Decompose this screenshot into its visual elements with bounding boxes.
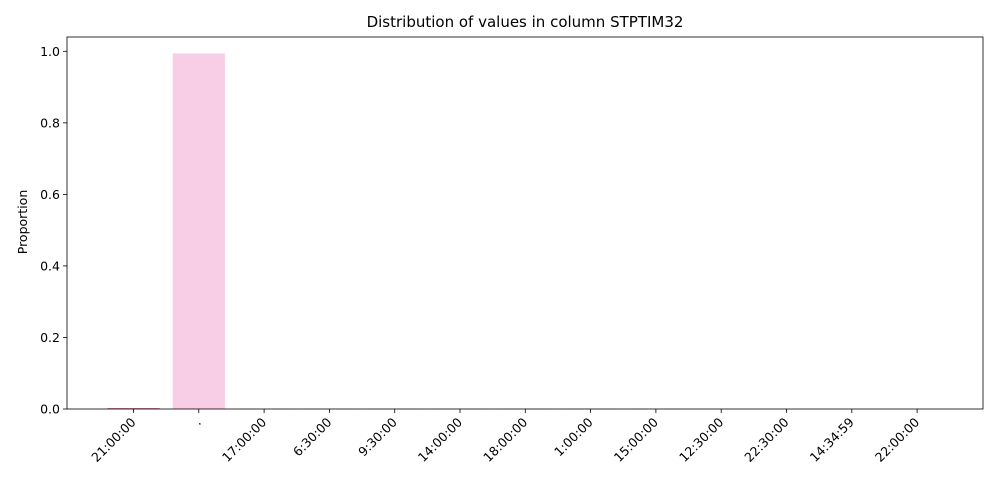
y-tick-label-0: 0.0 <box>40 402 60 417</box>
x-tick-label-6: 18:00:00 <box>480 414 530 464</box>
x-tick-label-11: 14:34:59 <box>807 414 857 464</box>
x-tick-label-7: 1:00:00 <box>551 414 596 459</box>
x-tick-label-9: 12:30:00 <box>676 414 726 464</box>
x-tick-label-8: 15:00:00 <box>611 414 661 464</box>
x-tick-label-12: 22:00:00 <box>872 414 922 464</box>
y-axis-label: Proportion <box>15 190 30 255</box>
y-tick-label-1: 0.2 <box>40 330 60 345</box>
chart-title: Distribution of values in column STPTIM3… <box>367 13 684 31</box>
x-tick-label-3: 6:30:00 <box>290 414 335 459</box>
bar-1 <box>172 53 225 409</box>
x-tick-label-10: 22:30:00 <box>741 414 791 464</box>
plot-frame <box>66 36 984 410</box>
y-tick-label-4: 0.8 <box>40 115 60 130</box>
x-tick-label-4: 9:30:00 <box>355 414 400 459</box>
x-tick-label-1: . <box>190 415 203 428</box>
y-tick-label-3: 0.6 <box>40 187 60 202</box>
plot-area: 21:00:00. 17:00:00 6:30:00 9:30:00 14:00:00 1… <box>40 36 984 465</box>
x-tick-label-2: 17:00:00 <box>219 414 269 464</box>
x-tick-label-5: 14:00:00 <box>415 414 465 464</box>
y-tick-label-5: 1.0 <box>40 44 60 59</box>
x-tick-label-0: 21:00:00 <box>88 414 138 464</box>
y-tick-label-2: 0.4 <box>40 258 60 273</box>
